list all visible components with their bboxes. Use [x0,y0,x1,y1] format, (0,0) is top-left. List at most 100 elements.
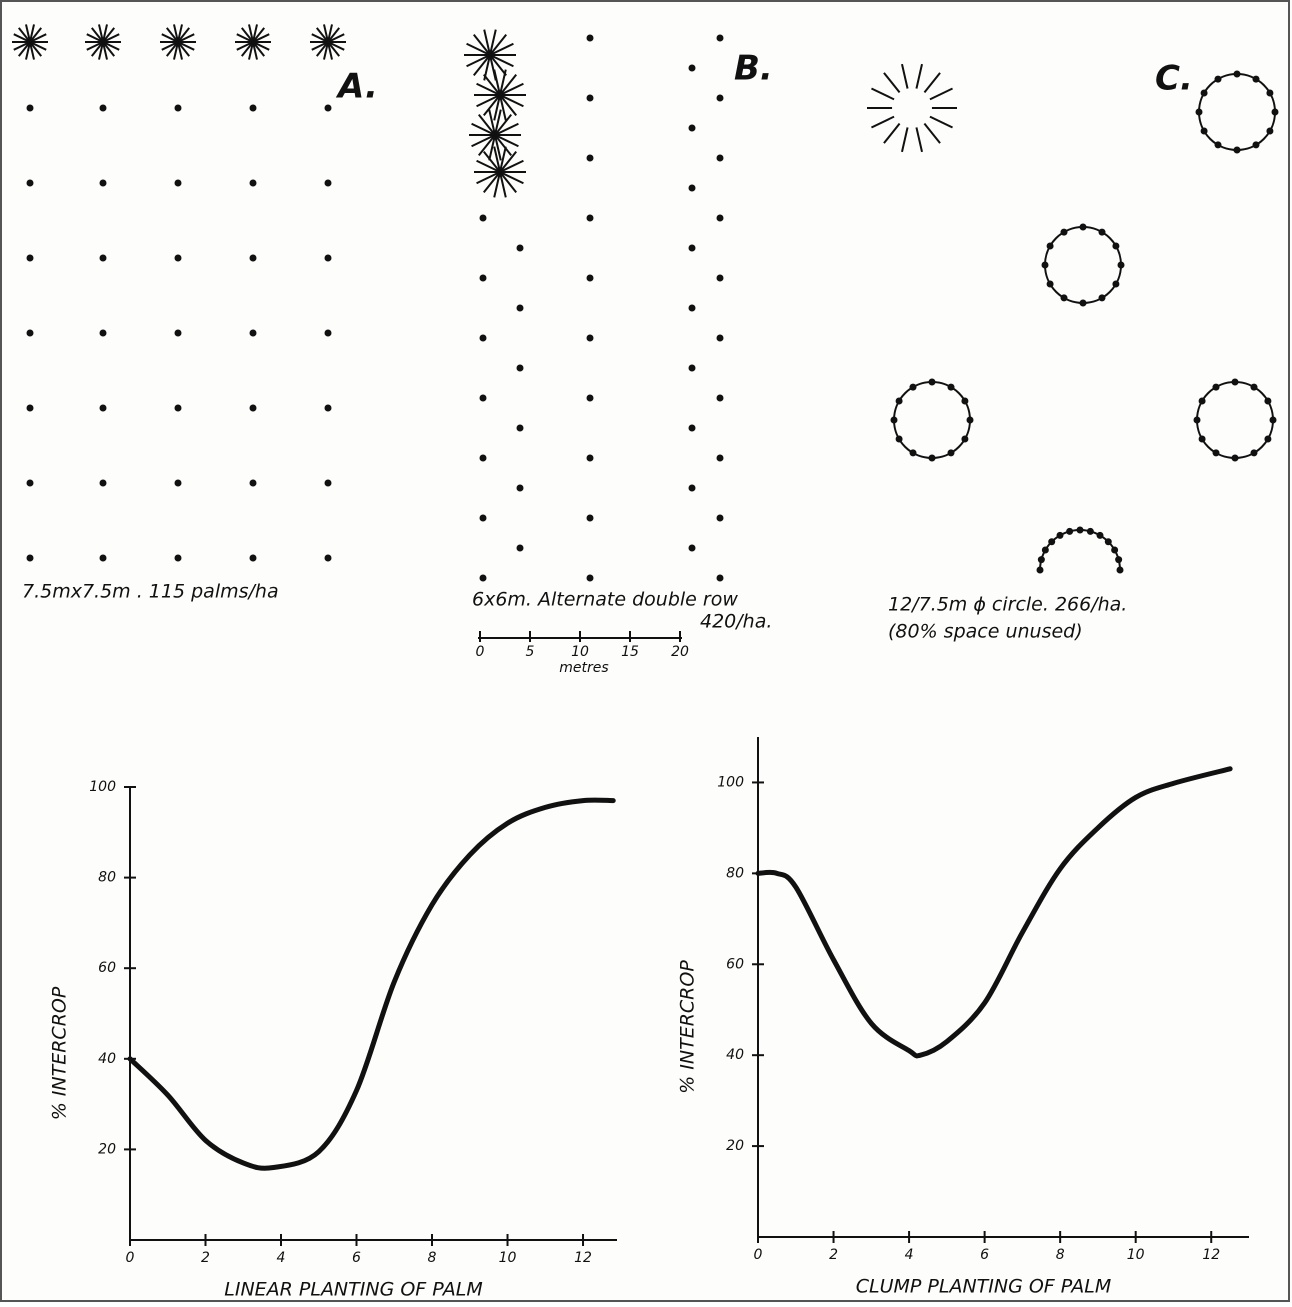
palm-frond [499,94,507,121]
palm-frond [489,34,507,56]
palm-dot [1076,526,1084,534]
palm-dot [516,484,524,492]
palm-frond [98,41,104,60]
palm-frond [165,41,179,57]
y-axis-title: % INTERCROP [49,986,71,1120]
palm-frond [488,134,496,161]
palm-frond [29,33,47,43]
y-tick-label: 60 [726,956,744,972]
palm-dot [688,544,696,552]
palm-dot [586,274,594,282]
palm-frond [493,171,501,198]
palm-frond [252,24,258,43]
palm-dot [324,254,332,262]
palm-dot [586,154,594,162]
palm-frond [466,42,491,56]
palm-dot [586,94,594,102]
palm-frond [494,109,502,136]
palm-frond [327,24,333,43]
palm-dot [1198,435,1206,443]
palm-frond [327,41,345,51]
palm-dot [99,104,107,112]
palm-dot [586,394,594,402]
palm-dot [586,34,594,42]
palm-frond [494,134,519,148]
palm-dot [1252,75,1260,83]
palm-dot [1117,261,1125,269]
x-tick-label: 12 [574,1250,592,1266]
palm-frond [252,33,270,43]
palm-dot [479,454,487,462]
palm-dot [1048,538,1056,546]
palm-dot [716,574,724,582]
palm-dot [249,479,257,487]
palm-frond [488,109,496,136]
palm-frond [473,34,491,56]
palm-frond [165,27,179,43]
palm-dot [1212,449,1220,457]
palm-dot [249,404,257,412]
palm-dot [688,64,696,72]
palm-frond [90,41,104,57]
palm-dot [1264,435,1272,443]
x-tick-label: 0 [754,1247,763,1263]
palm-dot [1266,89,1274,97]
palm-dot [174,479,182,487]
palm-dot [966,416,974,424]
palm-dot [1079,223,1087,231]
palm-frond [161,41,179,51]
palm-frond [489,42,514,56]
palm-frond [102,41,120,51]
palm-dot [947,449,955,457]
palm-dot [586,514,594,522]
palm-dot [516,244,524,252]
palm-dot [26,404,34,412]
palm-dot [716,334,724,342]
palm-frond [102,33,120,43]
palm-frond [25,24,31,43]
palm-dot [1041,261,1049,269]
palm-dot [1266,127,1274,135]
palm-frond [499,159,524,173]
palm-dot [688,124,696,132]
palm-dot [716,274,724,282]
palm-dot [1212,383,1220,391]
palm-dot [1214,141,1222,149]
palm-dot [479,514,487,522]
palm-dot [688,244,696,252]
palm-dot [1112,242,1120,250]
palm-frond [98,24,104,43]
palm-dot [516,544,524,552]
palm-dot [99,554,107,562]
palm-frond [102,41,108,60]
palm-dot [174,179,182,187]
palm-frond [327,41,341,57]
palm-frond [17,41,31,57]
palm-dot [1111,546,1119,554]
palm-frond [90,27,104,43]
palm-dot [249,104,257,112]
y-tick-label: 40 [98,1051,116,1067]
label-c: C. [1155,59,1193,99]
scale-label: 20 [671,644,689,660]
palm-dot [1096,531,1104,539]
y-tick-label: 100 [89,779,116,795]
palm-dot [1060,228,1068,236]
palm-dot [1252,141,1260,149]
palm-dot [1198,397,1206,405]
palm-dot [1066,527,1074,535]
x-axis-title: CLUMP PLANTING OF PALM [856,1276,1112,1298]
x-tick-label: 4 [905,1247,914,1263]
palm-frond [161,33,179,43]
x-tick-label: 10 [499,1250,517,1266]
palm-dot [174,404,182,412]
palm-dot [26,104,34,112]
palm-frond [327,27,341,43]
palm-dot [716,394,724,402]
palm-dot [479,214,487,222]
palm-frond [499,74,517,96]
palm-frond [252,41,266,57]
scale-label: 15 [621,644,639,660]
x-tick-label: 8 [1056,1247,1065,1263]
palm-dot [1231,378,1239,386]
